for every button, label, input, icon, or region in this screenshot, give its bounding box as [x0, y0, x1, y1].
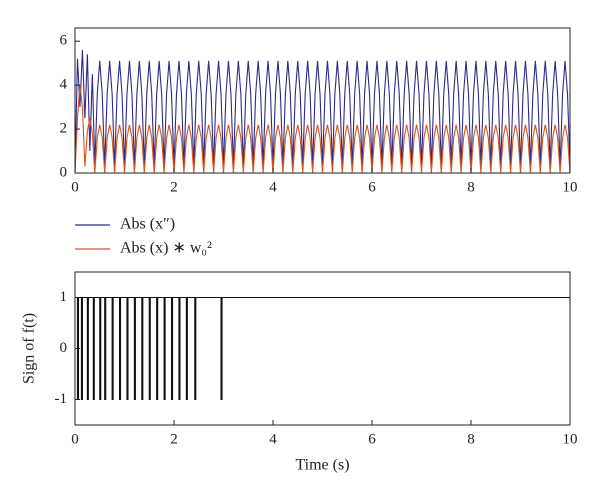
x-tick-label: 0 — [71, 431, 79, 447]
y-tick-label: 4 — [60, 77, 68, 93]
legend-label: Abs (x) ∗ w₀² — [120, 240, 212, 257]
x-tick-label: 2 — [170, 179, 178, 195]
y-tick-label: 0 — [60, 340, 68, 356]
y-tick-label: 1 — [60, 289, 68, 305]
x-tick-label: 6 — [368, 179, 376, 195]
series-line — [74, 49, 571, 174]
legend-label: Abs (x″) — [120, 216, 175, 233]
x-tick-label: 10 — [563, 431, 578, 447]
y-axis-label: Sign of f(t) — [21, 313, 38, 384]
x-tick-label: 4 — [269, 179, 277, 195]
x-tick-label: 8 — [467, 431, 475, 447]
x-tick-label: 6 — [368, 431, 376, 447]
y-tick-label: 0 — [60, 164, 68, 180]
y-tick-label: 6 — [60, 33, 68, 49]
series-line — [75, 296, 570, 401]
x-tick-label: 4 — [269, 431, 277, 447]
x-tick-label: 10 — [563, 179, 578, 195]
y-tick-label: 2 — [60, 120, 68, 136]
x-tick-label: 0 — [71, 179, 79, 195]
y-tick-label: -1 — [55, 391, 68, 407]
x-axis-label: Time (s) — [295, 457, 349, 474]
plot-frame — [74, 27, 571, 174]
x-tick-label: 2 — [170, 431, 178, 447]
x-tick-label: 8 — [467, 179, 475, 195]
